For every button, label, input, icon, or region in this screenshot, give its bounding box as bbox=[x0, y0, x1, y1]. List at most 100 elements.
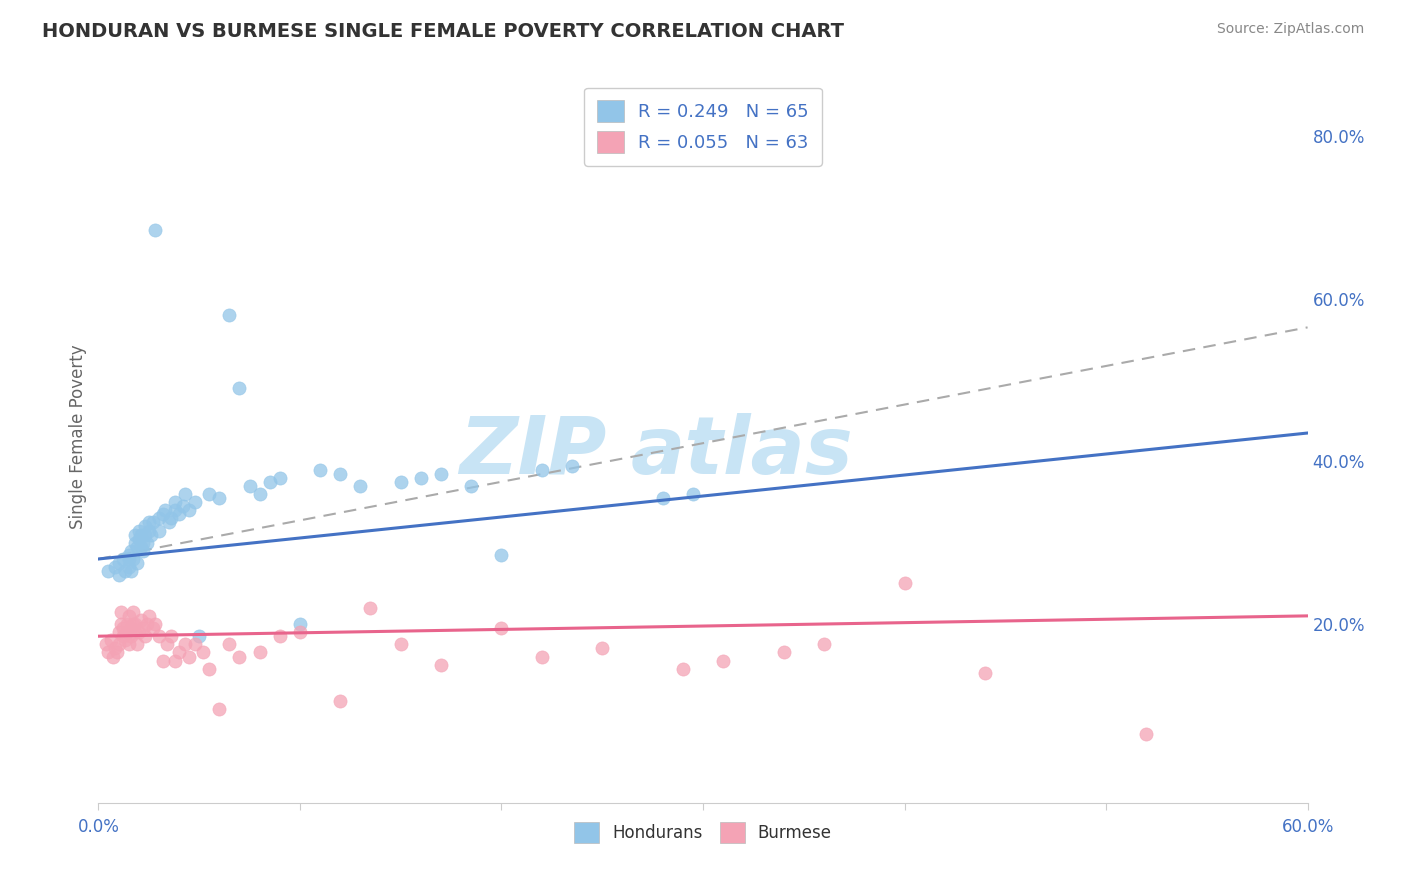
Point bbox=[120, 629, 142, 643]
Text: atlas: atlas bbox=[630, 413, 853, 491]
Point bbox=[163, 495, 186, 509]
Point bbox=[138, 608, 160, 623]
Point bbox=[103, 641, 125, 656]
Point bbox=[152, 508, 174, 522]
Point bbox=[125, 556, 148, 570]
Point bbox=[561, 458, 583, 473]
Point bbox=[239, 479, 262, 493]
Point bbox=[259, 475, 281, 489]
Point bbox=[974, 665, 997, 680]
Point bbox=[114, 633, 136, 648]
Point bbox=[118, 637, 141, 651]
Point bbox=[174, 487, 197, 501]
Point bbox=[184, 495, 207, 509]
Point bbox=[96, 637, 118, 651]
Point bbox=[288, 625, 311, 640]
Point bbox=[172, 499, 194, 513]
Point bbox=[135, 617, 157, 632]
Point bbox=[129, 540, 152, 554]
Point bbox=[114, 564, 136, 578]
Point bbox=[148, 524, 170, 538]
Point bbox=[491, 548, 513, 562]
Point bbox=[97, 645, 120, 659]
Point bbox=[132, 544, 155, 558]
Point bbox=[160, 629, 183, 643]
Point bbox=[198, 662, 221, 676]
Point bbox=[121, 605, 143, 619]
Point bbox=[132, 621, 155, 635]
Point bbox=[228, 381, 250, 395]
Point bbox=[107, 625, 129, 640]
Point bbox=[128, 524, 150, 538]
Point bbox=[103, 560, 125, 574]
Point bbox=[409, 471, 432, 485]
Point bbox=[139, 527, 162, 541]
Point bbox=[163, 503, 186, 517]
Point bbox=[174, 637, 197, 651]
Point bbox=[672, 662, 695, 676]
Point bbox=[120, 564, 142, 578]
Point bbox=[249, 487, 271, 501]
Point bbox=[124, 617, 146, 632]
Point bbox=[135, 535, 157, 549]
Point bbox=[153, 503, 176, 517]
Point bbox=[105, 645, 128, 659]
Point bbox=[129, 527, 152, 541]
Point bbox=[772, 645, 794, 659]
Point bbox=[491, 621, 513, 635]
Point bbox=[389, 637, 412, 651]
Point bbox=[269, 629, 291, 643]
Point bbox=[148, 629, 170, 643]
Point bbox=[107, 556, 129, 570]
Point bbox=[329, 467, 352, 481]
Point bbox=[134, 519, 156, 533]
Point bbox=[121, 552, 143, 566]
Point bbox=[129, 613, 152, 627]
Point bbox=[711, 654, 734, 668]
Point bbox=[157, 516, 180, 530]
Point bbox=[121, 617, 143, 632]
Point bbox=[193, 645, 215, 659]
Point bbox=[118, 548, 141, 562]
Point bbox=[115, 625, 138, 640]
Point bbox=[208, 702, 231, 716]
Point bbox=[118, 608, 141, 623]
Point bbox=[198, 487, 221, 501]
Point bbox=[118, 552, 141, 566]
Text: Source: ZipAtlas.com: Source: ZipAtlas.com bbox=[1216, 22, 1364, 37]
Point bbox=[110, 617, 132, 632]
Point bbox=[111, 621, 134, 635]
Point bbox=[651, 491, 673, 505]
Point bbox=[152, 654, 174, 668]
Point bbox=[128, 625, 150, 640]
Point bbox=[125, 540, 148, 554]
Point bbox=[179, 503, 201, 517]
Point bbox=[128, 532, 150, 546]
Point bbox=[120, 621, 142, 635]
Point bbox=[218, 637, 240, 651]
Point bbox=[228, 649, 250, 664]
Legend: Hondurans, Burmese: Hondurans, Burmese bbox=[568, 815, 838, 849]
Point bbox=[110, 605, 132, 619]
Point bbox=[148, 511, 170, 525]
Point bbox=[97, 564, 120, 578]
Point bbox=[530, 649, 553, 664]
Text: HONDURAN VS BURMESE SINGLE FEMALE POVERTY CORRELATION CHART: HONDURAN VS BURMESE SINGLE FEMALE POVERT… bbox=[42, 22, 844, 41]
Point bbox=[430, 467, 453, 481]
Point bbox=[591, 641, 613, 656]
Point bbox=[349, 479, 371, 493]
Point bbox=[218, 308, 240, 322]
Point bbox=[142, 516, 165, 530]
Point bbox=[530, 462, 553, 476]
Point bbox=[111, 552, 134, 566]
Point bbox=[682, 487, 704, 501]
Point bbox=[1135, 727, 1157, 741]
Point bbox=[179, 649, 201, 664]
Y-axis label: Single Female Poverty: Single Female Poverty bbox=[69, 345, 87, 529]
Point bbox=[120, 544, 142, 558]
Text: ZIP: ZIP bbox=[458, 413, 606, 491]
Point bbox=[160, 511, 183, 525]
Point bbox=[184, 637, 207, 651]
Point bbox=[124, 527, 146, 541]
Point bbox=[208, 491, 231, 505]
